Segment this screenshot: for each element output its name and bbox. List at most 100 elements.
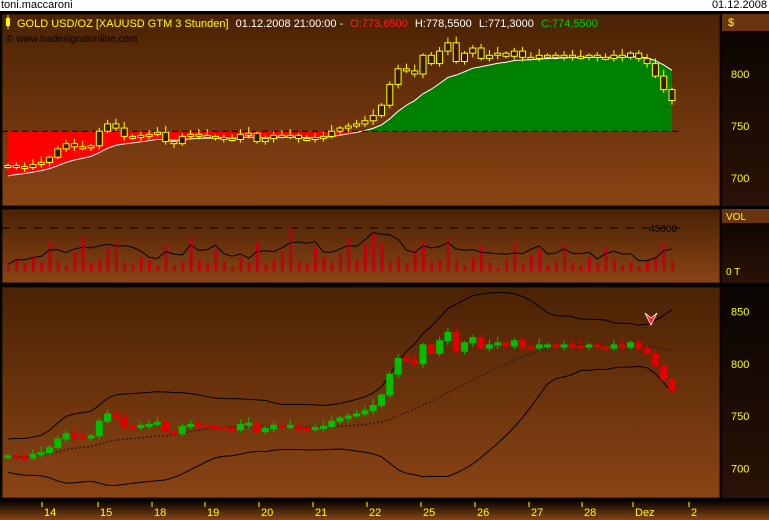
volume-bar xyxy=(629,262,633,271)
candle-body xyxy=(236,423,244,431)
candle-body xyxy=(270,134,278,139)
candle-body xyxy=(46,446,53,454)
candle-body xyxy=(70,433,78,438)
candle-body xyxy=(485,54,493,59)
candle-body xyxy=(4,165,12,169)
candle-body xyxy=(618,344,626,348)
candle-body xyxy=(660,75,668,91)
header-close: C:774,5500 xyxy=(541,18,598,30)
candle-body xyxy=(104,123,112,132)
candle-body xyxy=(361,120,369,125)
candle-body xyxy=(336,127,344,132)
volume-bar xyxy=(297,261,301,271)
volume-bar xyxy=(222,261,226,271)
volume-bar xyxy=(588,257,591,271)
date-label: 28 xyxy=(584,507,596,519)
candle-body xyxy=(602,56,610,60)
candle-body xyxy=(627,342,634,348)
price-axis-tick: 800 xyxy=(731,69,749,81)
volume-bar xyxy=(330,262,334,271)
candle-body xyxy=(162,421,170,433)
volume-bar xyxy=(206,263,210,271)
volume-bar xyxy=(671,261,674,271)
volume-bar xyxy=(438,259,442,271)
volume-label: VOL xyxy=(726,212,746,223)
volume-bar xyxy=(446,238,450,271)
above-baseline-area xyxy=(8,56,672,132)
volume-bar xyxy=(571,262,575,271)
candle-body xyxy=(353,413,361,417)
bollinger-axis-tick: 850 xyxy=(731,307,749,319)
volume-bar xyxy=(239,256,243,271)
price-axis-tick: 700 xyxy=(731,173,749,185)
candle-body xyxy=(129,425,136,429)
candle-body xyxy=(386,373,394,396)
volume-bar xyxy=(372,232,376,271)
candle-body xyxy=(378,394,385,407)
candle-body xyxy=(303,137,311,141)
candle-body xyxy=(70,143,78,148)
candle-body xyxy=(519,340,527,348)
candle-body xyxy=(552,344,560,348)
bollinger-panel[interactable] xyxy=(1,286,721,499)
candle-body xyxy=(668,89,676,101)
volume-bar xyxy=(247,262,251,271)
copyright-text: © www.tradesignalonline.com xyxy=(6,34,137,45)
candle-body xyxy=(328,130,336,137)
candle-body xyxy=(286,134,294,138)
candle-body xyxy=(635,342,643,349)
candle-body xyxy=(444,331,452,342)
volume-bar xyxy=(197,259,201,271)
volume-bar xyxy=(554,261,558,271)
candle-body xyxy=(643,347,651,354)
date-label: 15 xyxy=(100,507,112,519)
volume-bar xyxy=(604,247,608,271)
candle-body xyxy=(253,422,261,433)
candle-body xyxy=(220,426,228,430)
candle-body xyxy=(120,127,128,137)
sell-signal-arrow-icon[interactable] xyxy=(644,312,658,326)
candle-body xyxy=(153,131,161,135)
candle-body xyxy=(535,54,543,59)
candle-body xyxy=(79,436,87,440)
candle-body xyxy=(286,424,294,428)
volume-panel[interactable] xyxy=(1,208,721,284)
candle-body xyxy=(544,344,551,348)
candle-body xyxy=(593,54,601,58)
volume-bar xyxy=(529,255,533,271)
volume-bar xyxy=(148,260,152,271)
candle-body xyxy=(361,410,369,415)
volume-bar xyxy=(654,257,658,271)
candle-body xyxy=(212,135,219,139)
candle-body xyxy=(436,340,444,354)
candle-body xyxy=(469,337,477,344)
volume-bar xyxy=(131,264,135,271)
volume-bar xyxy=(214,249,218,271)
candle-body xyxy=(527,346,535,350)
candle-body xyxy=(419,344,427,365)
candle-body xyxy=(54,148,62,158)
user-name: toni.maccaroni xyxy=(1,0,73,11)
volume-bar xyxy=(156,266,160,271)
candle-body xyxy=(519,50,527,58)
volume-bar xyxy=(231,267,235,271)
candle-body xyxy=(87,145,95,149)
candle-body xyxy=(353,123,361,127)
candle-body xyxy=(568,344,576,348)
candle-body xyxy=(660,365,668,380)
price-axis-unit: $ xyxy=(728,17,734,29)
candle-body xyxy=(29,454,37,459)
volume-bar xyxy=(596,263,600,271)
volume-bar xyxy=(480,246,484,271)
volume-bar xyxy=(181,262,185,271)
volume-bar xyxy=(430,262,434,271)
candle-body xyxy=(419,54,427,75)
volume-bar xyxy=(280,251,284,271)
volume-plot xyxy=(2,227,680,271)
date-label: 21 xyxy=(315,507,327,519)
chart-canvas[interactable]: 700 750 800 700 750 800 850 14 15 18 19 20 21 22 25 26 2… xyxy=(0,11,769,520)
candle-body xyxy=(295,424,302,430)
candle-body xyxy=(485,344,493,349)
candle-body xyxy=(62,143,70,150)
candle-body xyxy=(195,423,203,427)
